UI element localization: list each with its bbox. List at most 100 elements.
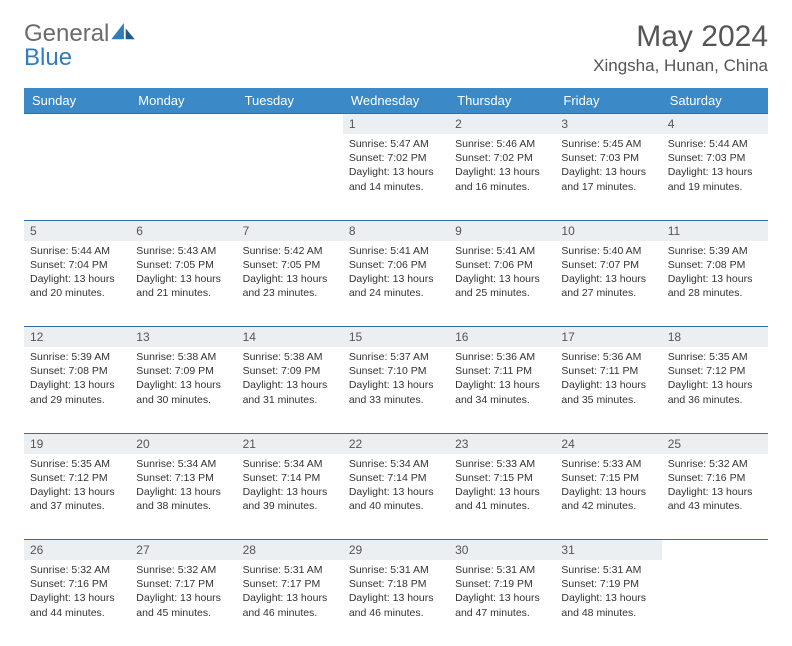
day-details-cell: Sunrise: 5:45 AMSunset: 7:03 PMDaylight:… — [555, 134, 661, 220]
day-number-cell: 6 — [130, 220, 236, 241]
day-details-cell — [24, 134, 130, 220]
title-block: May 2024 Xingsha, Hunan, China — [593, 20, 768, 76]
sunrise-line: Sunrise: 5:32 AM — [30, 563, 124, 577]
day-details-cell: Sunrise: 5:43 AMSunset: 7:05 PMDaylight:… — [130, 241, 236, 327]
day-number-cell: 29 — [343, 540, 449, 561]
sunrise-line: Sunrise: 5:34 AM — [243, 457, 337, 471]
day-number-cell — [130, 114, 236, 135]
day-number-cell: 27 — [130, 540, 236, 561]
daylight-line: Daylight: 13 hours and 46 minutes. — [243, 591, 337, 619]
day-number-cell: 25 — [662, 433, 768, 454]
daylight-line: Daylight: 13 hours and 29 minutes. — [30, 378, 124, 406]
sunset-line: Sunset: 7:14 PM — [349, 471, 443, 485]
daylight-line: Daylight: 13 hours and 35 minutes. — [561, 378, 655, 406]
day-details-cell: Sunrise: 5:39 AMSunset: 7:08 PMDaylight:… — [24, 347, 130, 433]
day-details-row: Sunrise: 5:44 AMSunset: 7:04 PMDaylight:… — [24, 241, 768, 327]
sunset-line: Sunset: 7:15 PM — [455, 471, 549, 485]
daylight-line: Daylight: 13 hours and 27 minutes. — [561, 272, 655, 300]
day-number-cell: 14 — [237, 327, 343, 348]
sunset-line: Sunset: 7:05 PM — [136, 258, 230, 272]
day-details-cell — [237, 134, 343, 220]
day-details-cell: Sunrise: 5:31 AMSunset: 7:17 PMDaylight:… — [237, 560, 343, 646]
daylight-line: Daylight: 13 hours and 19 minutes. — [668, 165, 762, 193]
sunset-line: Sunset: 7:08 PM — [30, 364, 124, 378]
sunset-line: Sunset: 7:11 PM — [455, 364, 549, 378]
weekday-header: Monday — [130, 88, 236, 114]
day-details-cell — [662, 560, 768, 646]
day-details-cell: Sunrise: 5:39 AMSunset: 7:08 PMDaylight:… — [662, 241, 768, 327]
sunrise-line: Sunrise: 5:41 AM — [455, 244, 549, 258]
daylight-line: Daylight: 13 hours and 23 minutes. — [243, 272, 337, 300]
daylight-line: Daylight: 13 hours and 28 minutes. — [668, 272, 762, 300]
sunrise-line: Sunrise: 5:31 AM — [561, 563, 655, 577]
location: Xingsha, Hunan, China — [593, 56, 768, 76]
calendar-table: SundayMondayTuesdayWednesdayThursdayFrid… — [24, 88, 768, 646]
sunrise-line: Sunrise: 5:45 AM — [561, 137, 655, 151]
sunrise-line: Sunrise: 5:39 AM — [668, 244, 762, 258]
day-details-cell: Sunrise: 5:38 AMSunset: 7:09 PMDaylight:… — [237, 347, 343, 433]
day-details-cell: Sunrise: 5:36 AMSunset: 7:11 PMDaylight:… — [555, 347, 661, 433]
sunset-line: Sunset: 7:02 PM — [455, 151, 549, 165]
day-number-cell: 2 — [449, 114, 555, 135]
daylight-line: Daylight: 13 hours and 42 minutes. — [561, 485, 655, 513]
sunset-line: Sunset: 7:17 PM — [243, 577, 337, 591]
logo: GeneralBlue — [24, 20, 135, 72]
day-number-cell: 19 — [24, 433, 130, 454]
daylight-line: Daylight: 13 hours and 17 minutes. — [561, 165, 655, 193]
sunrise-line: Sunrise: 5:38 AM — [136, 350, 230, 364]
sunrise-line: Sunrise: 5:38 AM — [243, 350, 337, 364]
day-number-cell — [237, 114, 343, 135]
sunrise-line: Sunrise: 5:40 AM — [561, 244, 655, 258]
day-number-cell: 13 — [130, 327, 236, 348]
weekday-header-row: SundayMondayTuesdayWednesdayThursdayFrid… — [24, 88, 768, 114]
day-details-row: Sunrise: 5:39 AMSunset: 7:08 PMDaylight:… — [24, 347, 768, 433]
day-number-cell: 4 — [662, 114, 768, 135]
weekday-header: Thursday — [449, 88, 555, 114]
day-details-cell: Sunrise: 5:44 AMSunset: 7:03 PMDaylight:… — [662, 134, 768, 220]
day-details-cell: Sunrise: 5:31 AMSunset: 7:19 PMDaylight:… — [555, 560, 661, 646]
daylight-line: Daylight: 13 hours and 33 minutes. — [349, 378, 443, 406]
day-number-cell: 31 — [555, 540, 661, 561]
sunset-line: Sunset: 7:19 PM — [455, 577, 549, 591]
sunset-line: Sunset: 7:10 PM — [349, 364, 443, 378]
sunset-line: Sunset: 7:09 PM — [243, 364, 337, 378]
sunset-line: Sunset: 7:15 PM — [561, 471, 655, 485]
day-details-cell: Sunrise: 5:33 AMSunset: 7:15 PMDaylight:… — [449, 454, 555, 540]
day-number-cell — [24, 114, 130, 135]
day-number-row: 12131415161718 — [24, 327, 768, 348]
sunset-line: Sunset: 7:13 PM — [136, 471, 230, 485]
daylight-line: Daylight: 13 hours and 30 minutes. — [136, 378, 230, 406]
day-number-cell: 23 — [449, 433, 555, 454]
sunset-line: Sunset: 7:11 PM — [561, 364, 655, 378]
sunset-line: Sunset: 7:17 PM — [136, 577, 230, 591]
daylight-line: Daylight: 13 hours and 37 minutes. — [30, 485, 124, 513]
sunset-line: Sunset: 7:08 PM — [668, 258, 762, 272]
sunrise-line: Sunrise: 5:36 AM — [561, 350, 655, 364]
day-number-cell: 15 — [343, 327, 449, 348]
sunrise-line: Sunrise: 5:41 AM — [349, 244, 443, 258]
sunrise-line: Sunrise: 5:47 AM — [349, 137, 443, 151]
daylight-line: Daylight: 13 hours and 25 minutes. — [455, 272, 549, 300]
day-number-row: 19202122232425 — [24, 433, 768, 454]
day-details-cell: Sunrise: 5:35 AMSunset: 7:12 PMDaylight:… — [662, 347, 768, 433]
day-details-cell: Sunrise: 5:34 AMSunset: 7:14 PMDaylight:… — [343, 454, 449, 540]
sunrise-line: Sunrise: 5:36 AM — [455, 350, 549, 364]
weekday-header: Saturday — [662, 88, 768, 114]
day-details-cell: Sunrise: 5:41 AMSunset: 7:06 PMDaylight:… — [343, 241, 449, 327]
day-number-cell: 30 — [449, 540, 555, 561]
day-details-cell: Sunrise: 5:32 AMSunset: 7:17 PMDaylight:… — [130, 560, 236, 646]
sunrise-line: Sunrise: 5:32 AM — [668, 457, 762, 471]
sunset-line: Sunset: 7:07 PM — [561, 258, 655, 272]
day-details-cell: Sunrise: 5:42 AMSunset: 7:05 PMDaylight:… — [237, 241, 343, 327]
day-number-row: 567891011 — [24, 220, 768, 241]
daylight-line: Daylight: 13 hours and 39 minutes. — [243, 485, 337, 513]
daylight-line: Daylight: 13 hours and 34 minutes. — [455, 378, 549, 406]
sunrise-line: Sunrise: 5:34 AM — [349, 457, 443, 471]
daylight-line: Daylight: 13 hours and 46 minutes. — [349, 591, 443, 619]
day-number-cell: 24 — [555, 433, 661, 454]
header: GeneralBlue May 2024 Xingsha, Hunan, Chi… — [24, 20, 768, 76]
daylight-line: Daylight: 13 hours and 41 minutes. — [455, 485, 549, 513]
daylight-line: Daylight: 13 hours and 48 minutes. — [561, 591, 655, 619]
sunset-line: Sunset: 7:09 PM — [136, 364, 230, 378]
day-number-cell: 20 — [130, 433, 236, 454]
